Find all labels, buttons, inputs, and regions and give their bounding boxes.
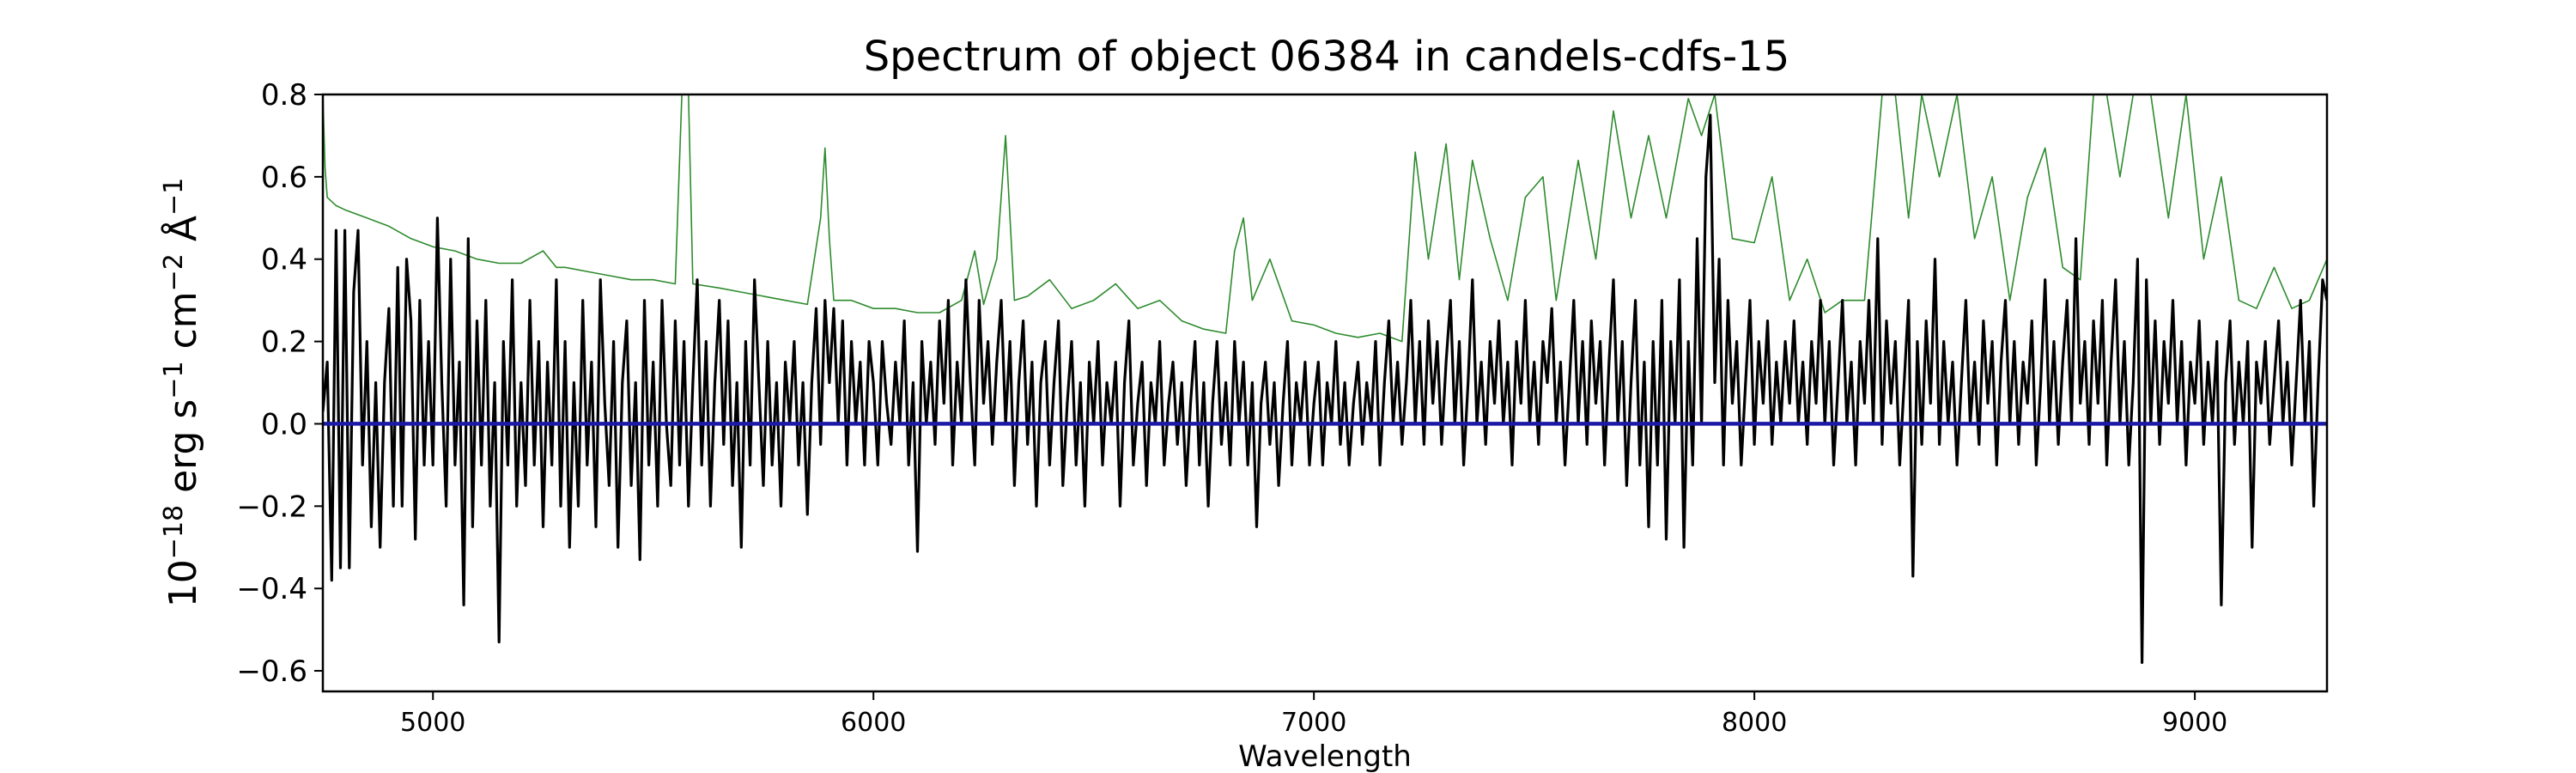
y-tick-label: −0.4 xyxy=(236,572,307,606)
x-tick-label: 9000 xyxy=(2162,708,2227,738)
y-tick-label: 0.2 xyxy=(261,326,307,360)
y-tick-label: 0.4 xyxy=(261,243,307,277)
x-tick-label: 7000 xyxy=(1281,708,1346,738)
y-axis-label: 10−18 erg s−1 cm−2 Å−1 xyxy=(159,178,205,607)
x-axis-label: Wavelength xyxy=(1238,740,1412,773)
series-layer xyxy=(323,94,2327,664)
y-tick-label: 0.0 xyxy=(261,407,307,441)
y-tick-label: 0.6 xyxy=(261,161,307,195)
ylabel-cm: cm xyxy=(161,291,205,361)
x-axis: 5000 6000 7000 8000 9000 xyxy=(400,691,2227,738)
ylabel-exp1: −18 xyxy=(159,505,189,559)
y-tick-label: −0.2 xyxy=(236,490,307,524)
x-tick-label: 8000 xyxy=(1722,708,1787,738)
series-noise xyxy=(323,94,2327,343)
y-tick-label: 0.8 xyxy=(261,78,307,113)
ylabel-prefix: 10 xyxy=(161,559,205,607)
ylabel-exp4: −1 xyxy=(159,178,189,216)
y-tick-label: −0.6 xyxy=(236,654,307,689)
ylabel-ang: Å xyxy=(160,216,205,253)
ylabel-exp2: −1 xyxy=(159,361,189,399)
x-tick-label: 5000 xyxy=(400,708,465,738)
chart-title: Spectrum of object 06384 in candels-cdfs… xyxy=(864,33,1790,81)
y-axis: −0.6 −0.4 −0.2 0.0 0.2 0.4 0.6 0.8 xyxy=(236,78,323,689)
x-tick-label: 6000 xyxy=(841,708,906,738)
ylabel-erg: erg s xyxy=(161,399,205,505)
plot-frame xyxy=(321,93,2329,693)
ylabel-exp3: −2 xyxy=(159,253,189,291)
